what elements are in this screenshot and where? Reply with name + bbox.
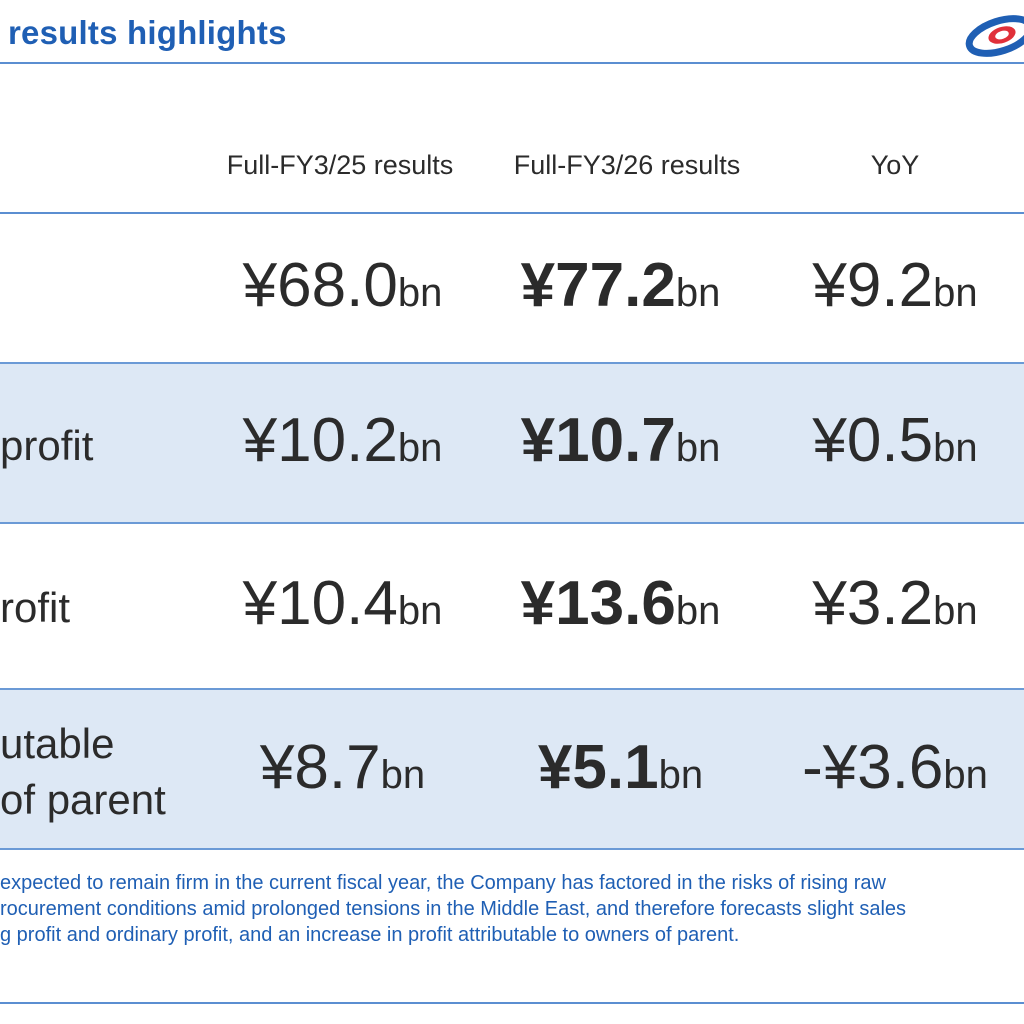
footnote-line: rocurement conditions amid prolonged ten… (0, 898, 907, 920)
table-row: ¥68.0bn ¥77.2bn ¥9.2bn (0, 214, 1024, 362)
footnote: expected to remain firm in the current f… (0, 870, 1024, 948)
yoy-value: ¥9.2bn (812, 251, 978, 320)
row-label: rofit (0, 584, 71, 631)
fy25-value: ¥10.4bn (242, 569, 443, 638)
fy26-value: ¥77.2bn (520, 251, 721, 320)
yoy-value: ¥0.5bn (812, 406, 978, 475)
page-title: results highlights (8, 14, 287, 51)
fy25-value: ¥68.0bn (242, 251, 443, 320)
fy25-value: ¥8.7bn (259, 733, 426, 802)
table-row: rofit ¥10.4bn ¥13.6bn ¥3.2bn (0, 524, 1024, 688)
column-header-fy26: Full-FY3/26 results (513, 150, 741, 180)
yoy-value: -¥3.6bn (802, 733, 988, 802)
column-header-yoy: YoY (870, 150, 920, 180)
title-rule (0, 62, 1024, 64)
fy25-value: ¥10.2bn (242, 406, 443, 475)
fy26-value: ¥13.6bn (520, 569, 721, 638)
fy26-value: ¥5.1bn (537, 733, 704, 802)
footnote-line: expected to remain firm in the current f… (0, 872, 886, 894)
row-label: profit (0, 422, 94, 469)
table-row: profit ¥10.2bn ¥10.7bn ¥0.5bn (0, 362, 1024, 524)
header-rule (0, 212, 1024, 214)
fy26-value: ¥10.7bn (520, 406, 721, 475)
table-row: utable of parent ¥8.7bn ¥5.1bn -¥3.6bn (0, 688, 1024, 850)
footnote-line: g profit and ordinary profit, and an inc… (0, 924, 740, 946)
footer-rule (0, 1002, 1024, 1004)
row-label: utable (0, 720, 115, 767)
row-label-line2: of parent (0, 776, 166, 823)
company-logo-icon (965, 15, 1024, 57)
yoy-value: ¥3.2bn (812, 569, 978, 638)
column-header-fy25: Full-FY3/25 results (226, 150, 454, 180)
